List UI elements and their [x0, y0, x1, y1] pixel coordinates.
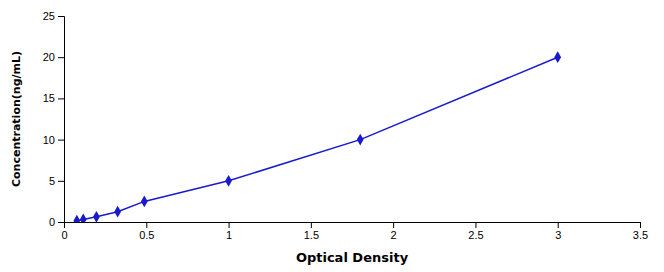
marker — [357, 134, 364, 146]
tick: 2.5 — [468, 222, 483, 241]
tick: 25 — [43, 10, 64, 22]
marker — [93, 211, 100, 222]
tick-mark — [640, 222, 641, 228]
x-axis-title: Optical Density — [296, 250, 409, 265]
tick-label: 10 — [43, 134, 55, 146]
tick-label: 0 — [49, 216, 55, 228]
tick-label: 5 — [49, 175, 55, 187]
tick-label: 0.5 — [139, 229, 154, 241]
y-axis-title: Concentration(ng/mL) — [10, 51, 23, 187]
tick-mark — [558, 222, 559, 228]
tick-label: 0 — [61, 229, 67, 241]
marker — [114, 206, 121, 218]
axis-line — [58, 17, 65, 223]
line — [77, 57, 558, 221]
tick: 10 — [43, 134, 64, 146]
tick-mark — [146, 222, 147, 228]
tick: 0 — [49, 216, 64, 228]
marker — [225, 175, 232, 187]
tick: 0 — [61, 222, 67, 241]
tick: 2 — [391, 222, 397, 241]
tick: 1 — [226, 222, 232, 241]
tick-label: 25 — [43, 10, 55, 22]
plot: 0 0.5 1 1.5 2 2.5 3 3.5 0 5 10 15 20 25 Optical Densit… — [10, 10, 648, 265]
y-axis: 0 5 10 15 20 25 — [43, 10, 65, 228]
tick-mark — [58, 16, 64, 17]
tick-label: 15 — [43, 92, 55, 104]
tick-label: 20 — [43, 51, 55, 63]
tick-label: 2 — [391, 229, 397, 241]
marker — [80, 214, 87, 222]
tick-mark — [58, 98, 64, 99]
tick: 20 — [43, 51, 64, 63]
tick: 3 — [555, 222, 561, 241]
tick-mark — [58, 57, 64, 58]
tick: 1.5 — [304, 222, 319, 241]
tick: 15 — [43, 92, 64, 104]
axis-line — [65, 223, 641, 229]
series — [73, 51, 561, 222]
tick-label: 2.5 — [468, 229, 483, 241]
marker — [554, 51, 561, 63]
tick: 5 — [49, 175, 64, 187]
chart: 0 0.5 1 1.5 2 2.5 3 3.5 0 5 10 15 20 25 Optical Densit… — [0, 0, 664, 272]
marker — [141, 196, 148, 208]
tick-mark — [393, 222, 394, 228]
tick-mark — [58, 181, 64, 182]
tick-label: 1.5 — [304, 229, 319, 241]
tick: 0.5 — [139, 222, 154, 241]
tick-mark — [311, 222, 312, 228]
tick-label: 3.5 — [633, 229, 648, 241]
tick-mark — [229, 222, 230, 228]
x-axis: 0 0.5 1 1.5 2 2.5 3 3.5 — [61, 222, 648, 241]
tick-label: 3 — [555, 229, 561, 241]
tick-mark — [58, 140, 64, 141]
tick-label: 1 — [226, 229, 232, 241]
tick-mark — [58, 222, 64, 223]
tick: 3.5 — [633, 222, 648, 241]
marker — [73, 215, 80, 222]
tick-mark — [475, 222, 476, 228]
